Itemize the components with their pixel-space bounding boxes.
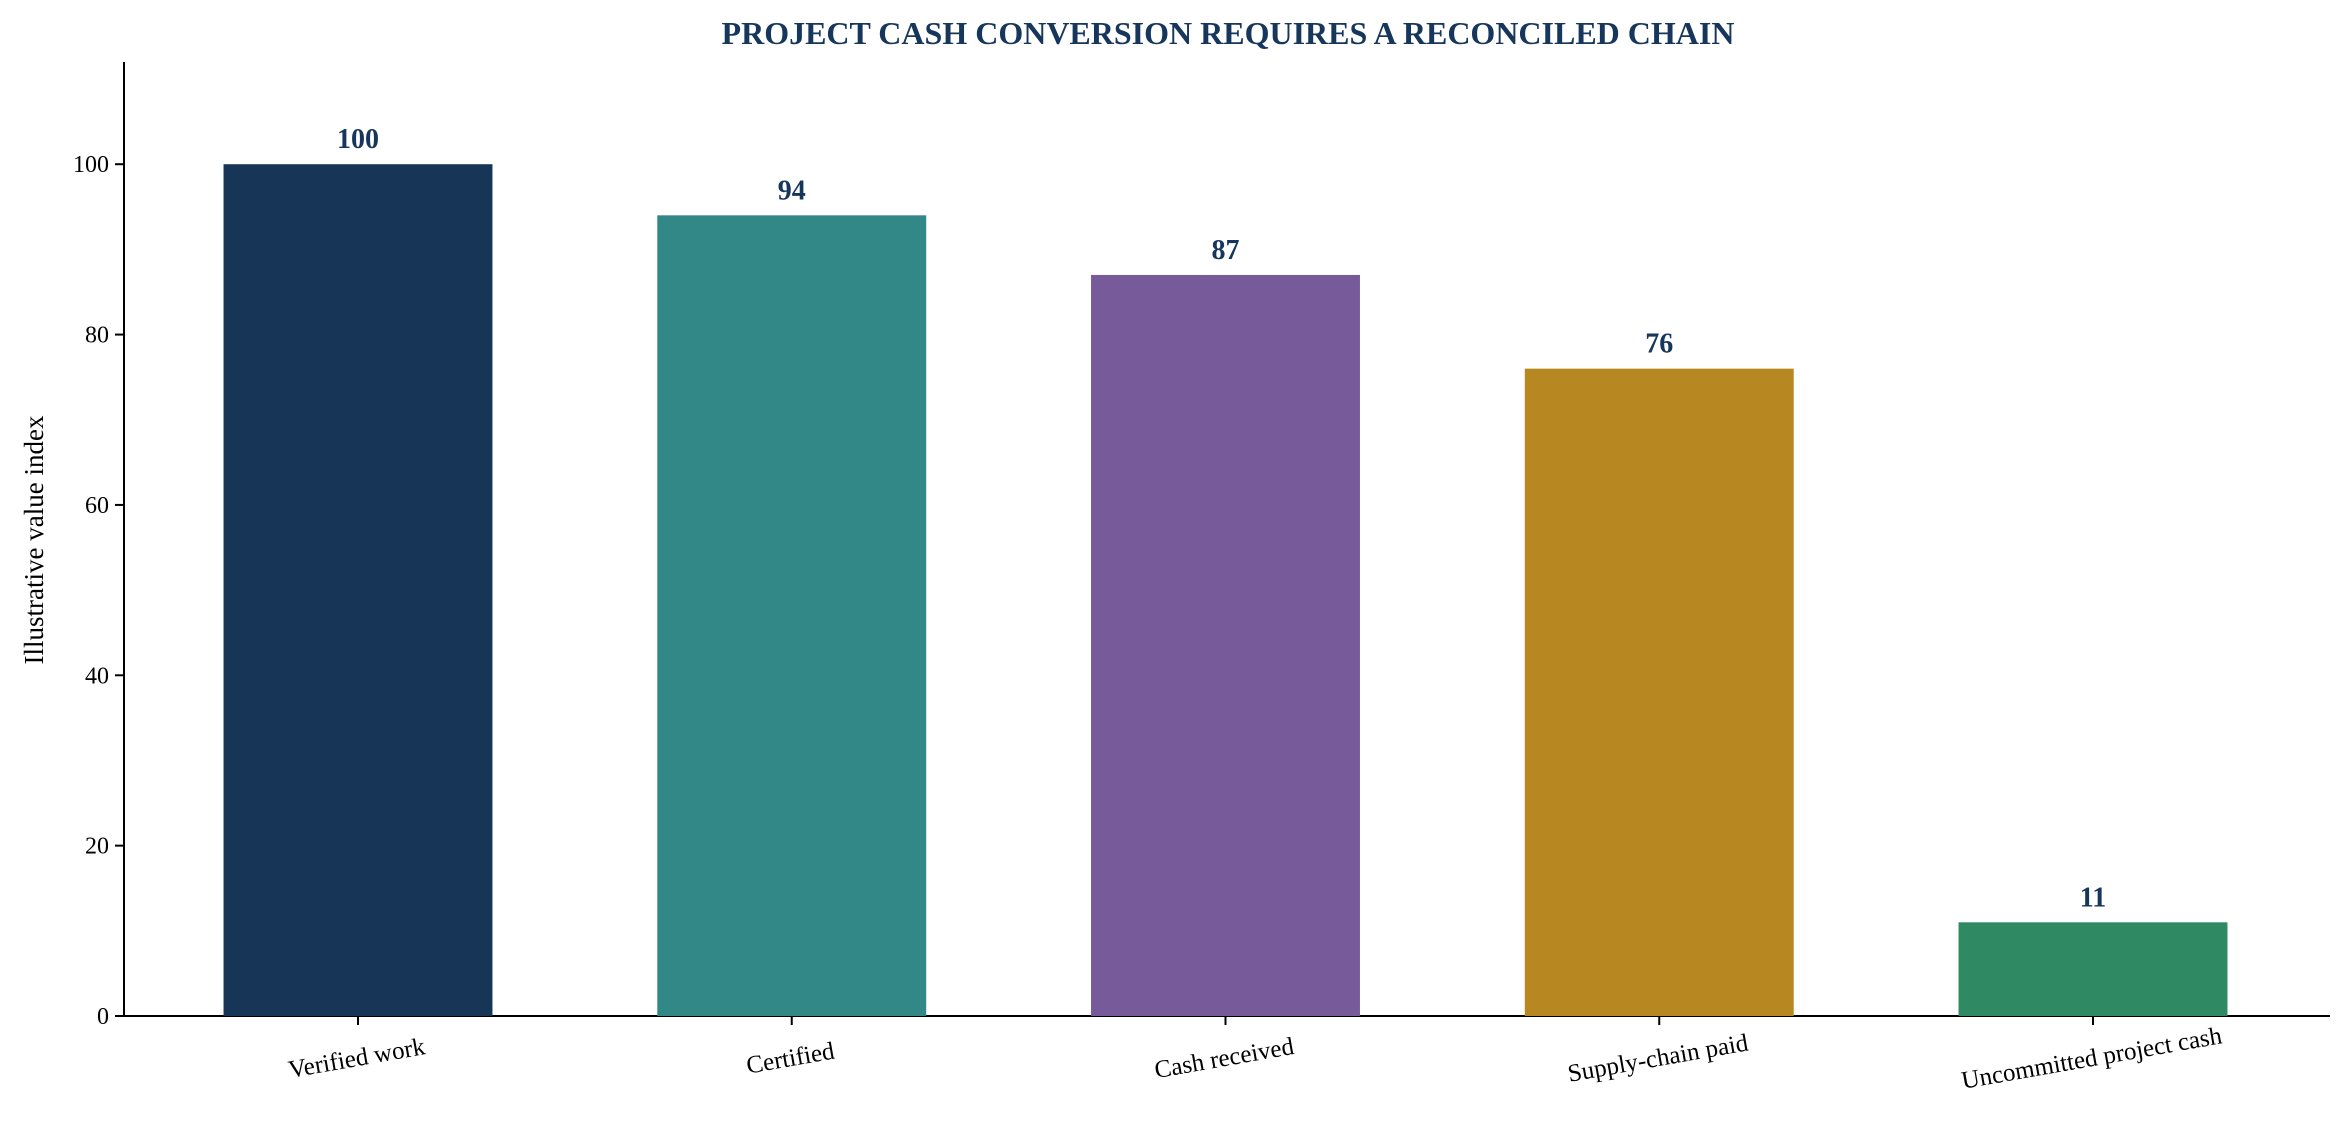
- bar: [1091, 274, 1360, 1017]
- bar: [1524, 368, 1794, 1017]
- y-tick-label: 40: [85, 663, 109, 689]
- bar: [657, 215, 927, 1017]
- chart-title: PROJECT CASH CONVERSION REQUIRES A RECON…: [722, 15, 1735, 51]
- x-tick-label: Supply-chain paid: [1566, 1029, 1751, 1087]
- plot-area: 0 20 40 60 80 100 100 Verified work 94 Certified 8…: [73, 62, 2330, 1095]
- y-tick-label: 60: [85, 493, 109, 519]
- bar-value-label: 100: [337, 124, 379, 155]
- bar: [1958, 922, 2228, 1016]
- y-tick-label: 0: [97, 1004, 109, 1030]
- x-tick-label: Certified: [744, 1038, 837, 1080]
- bar-value-label: 94: [778, 175, 806, 206]
- y-tick-label: 20: [85, 834, 109, 860]
- bar-value-label: 87: [1212, 235, 1240, 266]
- bar-value-label: 76: [1645, 329, 1673, 360]
- bar-value-label: 11: [2080, 882, 2106, 913]
- x-tick-label: Uncommitted project cash: [1959, 1022, 2224, 1094]
- y-tick-label: 100: [73, 152, 109, 178]
- x-tick-label: Verified work: [286, 1033, 427, 1084]
- y-tick-label: 80: [85, 323, 109, 349]
- y-axis-label: Illustrative value index: [19, 415, 49, 664]
- x-tick-label: Cash received: [1152, 1033, 1296, 1084]
- bar: [223, 164, 493, 1016]
